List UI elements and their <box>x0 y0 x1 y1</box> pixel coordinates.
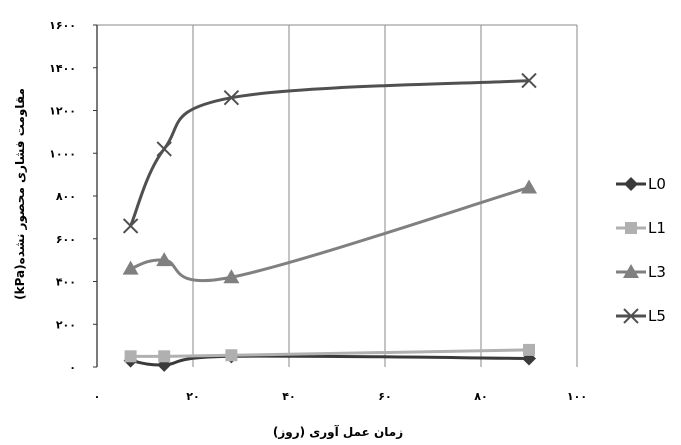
axes <box>93 24 98 368</box>
data-point-l1 <box>158 350 171 363</box>
data-point-l5 <box>521 72 537 89</box>
series-l3 <box>122 179 537 284</box>
y-tick-label: ۰ <box>69 361 76 374</box>
x-marker-stroke <box>521 72 537 89</box>
series-line-l5 <box>129 79 530 227</box>
x-axis-title: زمان عمل آوری (روز) <box>273 424 403 440</box>
y-tick-label: ۱۶۰۰ <box>49 19 76 32</box>
y-tick-label: ۲۰۰ <box>56 318 76 331</box>
data-point-l5 <box>156 141 172 157</box>
y-tick-label: ۱۴۰۰ <box>49 62 76 75</box>
data-point-l1 <box>225 349 238 362</box>
y-axis-title: مقاومت فشاری محصور نشده(kPa) <box>13 88 28 300</box>
legend-swatch-marker <box>623 264 639 278</box>
x-tick-label: ۴۰ <box>282 390 295 403</box>
legend-swatch-marker <box>623 308 639 324</box>
x-tick-label: ۸۰ <box>474 390 487 403</box>
legend-item-l0: L0 <box>616 175 666 193</box>
data-point-l5 <box>223 89 240 106</box>
y-tick-label: ۱۰۰۰ <box>49 147 76 160</box>
data-point-l3 <box>223 269 240 284</box>
data-point-l3 <box>122 260 139 275</box>
y-tick-label: ۴۰۰ <box>56 276 76 289</box>
data-point-l3 <box>156 252 173 267</box>
y-tick-label: ۸۰۰ <box>56 190 76 203</box>
y-tick-labels: ۰ ۲۰۰ ۴۰۰ ۶۰۰ ۸۰۰ ۱۰۰۰ ۱۲۰۰ ۱۴۰۰ ۱۶۰۰ <box>49 19 76 374</box>
data-point-l1 <box>523 343 535 356</box>
legend-label: L3 <box>648 263 666 281</box>
x-marker-stroke <box>623 308 639 324</box>
x-tick-label: ۶۰ <box>378 390 391 403</box>
data-point-l5 <box>122 218 139 234</box>
series-lines <box>122 72 537 372</box>
data-point-l1 <box>124 350 137 363</box>
legend-item-l3: L3 <box>616 263 666 281</box>
legend-label: L1 <box>648 219 666 237</box>
series-line-l1 <box>130 348 530 358</box>
y-tick-label: ۱۲۰۰ <box>49 105 76 118</box>
x-tick-label: ۲۰ <box>186 390 199 403</box>
legend-item-l1: L1 <box>616 219 666 237</box>
series-l5 <box>122 72 537 234</box>
x-tick-labels: ۰ ۲۰ ۴۰ ۶۰ ۸۰ ۱۰۰ <box>94 390 587 403</box>
legend-swatch-marker <box>624 177 638 191</box>
legend-swatch-marker <box>625 222 637 234</box>
legend-label: L5 <box>648 307 666 325</box>
x-marker-stroke <box>156 141 172 157</box>
x-tick-label: ۰ <box>94 390 101 403</box>
series-line-l3 <box>130 186 530 283</box>
y-tick-label: ۶۰۰ <box>56 233 76 246</box>
legend: L0 L1 L3 L5 <box>616 175 666 325</box>
series-l1 <box>124 343 535 363</box>
data-point-l3 <box>521 179 537 194</box>
x-marker-stroke <box>223 89 240 106</box>
legend-item-l5: L5 <box>616 307 666 325</box>
x-tick-label: ۱۰۰ <box>567 390 587 403</box>
legend-label: L0 <box>648 175 666 193</box>
x-marker-stroke <box>122 218 139 234</box>
